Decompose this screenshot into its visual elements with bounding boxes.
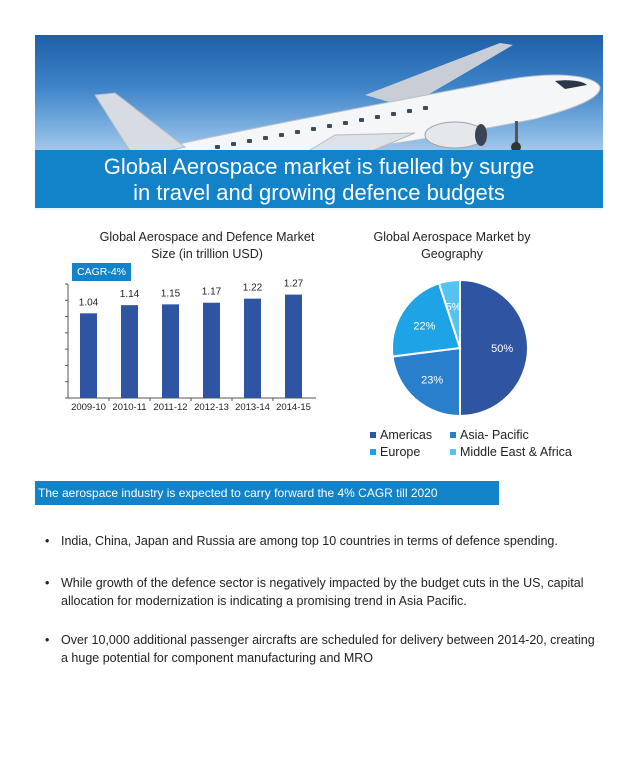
pie-legend: Americas Asia- Pacific Europe Middle Eas… — [370, 428, 600, 459]
pie-slice-middle-east-africa — [437, 278, 461, 349]
legend-item-americas: Americas — [370, 428, 450, 442]
bar-2014-15 — [285, 294, 302, 398]
pie-slice-europe — [391, 282, 462, 358]
pie-slice-americas — [459, 278, 529, 418]
bar-2010-11 — [121, 305, 138, 398]
bar-chart-title-line1: Global Aerospace and Defence Market — [99, 230, 315, 244]
bar-value-label: 1.15 — [161, 288, 181, 299]
bar-chart-title: Global Aerospace and Defence Market Size… — [62, 229, 352, 263]
cagr-info-bar: The aerospace industry is expected to ca… — [35, 481, 499, 505]
bar-2013-14 — [244, 298, 261, 398]
pie-label-asia-pacific: 23% — [421, 375, 443, 387]
bar-value-label: 1.04 — [79, 297, 99, 308]
bullet-list: • India, China, Japan and Russia are amo… — [45, 532, 605, 667]
bar-value-label: 1.27 — [284, 279, 304, 290]
pie-chart-title-line1: Global Aerospace Market by — [373, 230, 531, 244]
pie-chart: 50% 23% 22% 5% — [391, 278, 529, 418]
legend-item-europe: Europe — [370, 445, 450, 459]
banner-title-line2: in travel and growing defence budgets — [133, 180, 505, 205]
bar-2009-10 — [80, 313, 97, 398]
x-tick-label: 2012-13 — [194, 402, 229, 413]
bar-value-label: 1.14 — [120, 289, 140, 300]
pie-slice-asia-pacific — [391, 346, 461, 418]
x-tick-label: 2010-11 — [112, 402, 146, 413]
pie-chart-title-line2: Geography — [421, 247, 483, 261]
bar-value-label: 1.17 — [202, 287, 222, 298]
title-banner: Global Aerospace market is fuelled by su… — [35, 150, 603, 208]
bar-2011-12 — [162, 304, 179, 398]
bullet-item: • Over 10,000 additional passenger aircr… — [45, 631, 605, 667]
legend-label-americas: Americas — [380, 428, 433, 442]
bullet-text: India, China, Japan and Russia are among… — [61, 534, 558, 548]
legend-item-asia-pacific: Asia- Pacific — [450, 428, 600, 442]
pie-label-americas: 50% — [491, 343, 513, 355]
x-tick-label: 2009-10 — [71, 402, 106, 413]
bar-chart: 1.04 2009-10 1.14 2010-11 1.15 2011-12 1.17 201… — [65, 279, 316, 413]
legend-item-middle-east-africa: Middle East & Africa — [450, 445, 600, 459]
bullet-item: • India, China, Japan and Russia are amo… — [45, 532, 605, 550]
cagr-badge: CAGR-4% — [72, 263, 132, 281]
legend-swatch-americas — [370, 432, 376, 438]
bullet-text: While growth of the defence sector is ne… — [61, 576, 584, 608]
x-tick-label: 2014-15 — [276, 402, 311, 413]
banner-title-line1: Global Aerospace market is fuelled by su… — [103, 154, 535, 179]
bullet-item: • While growth of the defence sector is … — [45, 574, 605, 610]
pie-chart-title: Global Aerospace Market by Geography — [352, 229, 552, 263]
legend-swatch-middle-east-africa — [450, 449, 456, 455]
bar-value-label: 1.22 — [243, 283, 263, 294]
legend-label-middle-east-africa: Middle East & Africa — [460, 445, 572, 459]
bullet-dot: • — [45, 534, 50, 548]
x-tick-label: 2011-12 — [153, 402, 187, 413]
x-tick-label: 2013-14 — [235, 402, 270, 413]
legend-label-europe: Europe — [380, 445, 421, 459]
bar-2012-13 — [203, 302, 220, 398]
pie-label-europe: 22% — [413, 320, 435, 332]
legend-label-asia-pacific: Asia- Pacific — [460, 428, 529, 442]
legend-swatch-asia-pacific — [450, 432, 456, 438]
bar-chart-title-line2: Size (in trillion USD) — [151, 247, 263, 261]
bullet-dot: • — [45, 633, 50, 647]
legend-swatch-europe — [370, 449, 376, 455]
bullet-dot: • — [45, 576, 50, 590]
bullet-text: Over 10,000 additional passenger aircraf… — [61, 633, 595, 665]
pie-label-middle-east-africa: 5% — [445, 301, 461, 313]
